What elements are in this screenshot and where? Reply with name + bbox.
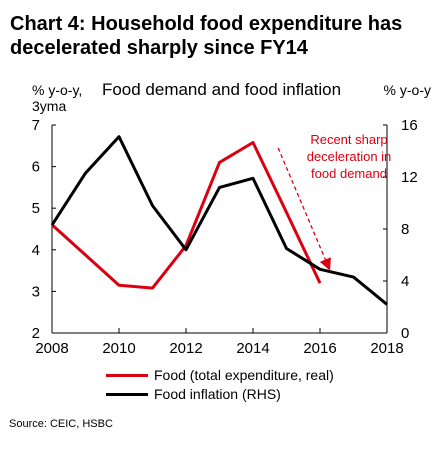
annotation-line1: Recent sharp (310, 132, 388, 147)
legend-label-food: Food (total expenditure, real) (154, 367, 334, 383)
left-tick-label: 5 (32, 200, 40, 217)
annotation-line2: deceleration in (306, 149, 392, 164)
legend: Food (total expenditure, real) Food infl… (106, 366, 334, 404)
legend-swatch-food (106, 374, 148, 377)
annotation-arrow-line (277, 147, 331, 271)
legend-item-inflation: Food inflation (RHS) (106, 385, 334, 404)
right-axis-unit: % y-o-y (383, 82, 431, 98)
right-tick-label: 8 (401, 221, 409, 238)
left-tick-label: 7 (32, 117, 40, 134)
left-tick-label: 2 (32, 325, 40, 342)
right-tick-label: 0 (401, 325, 409, 342)
source-note: Source: CEIC, HSBC (9, 418, 113, 430)
right-tick-label: 12 (401, 169, 418, 186)
left-axis-unit: % y-o-y, 3yma (32, 82, 82, 114)
left-tick-label: 3 (32, 283, 40, 300)
chart-subtitle-text: Food demand and food inflation (101, 80, 342, 99)
left-axis-unit-line2: 3yma (32, 98, 67, 114)
legend-item-food: Food (total expenditure, real) (106, 366, 334, 385)
annotation-text: Recent sharp deceleration in food demand (294, 131, 404, 182)
annotation-line3: food demand (311, 166, 387, 181)
chart-subtitle: Food demand and food inflation (0, 80, 439, 100)
x-tick-label: 2016 (303, 340, 336, 357)
right-tick-label: 16 (401, 117, 418, 134)
x-tick-label: 2008 (35, 340, 68, 357)
legend-label-inflation: Food inflation (RHS) (154, 386, 281, 402)
chart-title-line2: decelerated sharply since FY14 (10, 37, 308, 59)
chart-title-line1: Chart 4: Household food expenditure has (10, 13, 403, 35)
left-axis-unit-line1: % y-o-y, (32, 82, 83, 98)
x-tick-label: 2010 (102, 340, 135, 357)
legend-swatch-inflation (106, 393, 148, 396)
chart-title: Chart 4: Household food expenditure has … (10, 12, 435, 60)
x-tick-label: 2014 (236, 340, 269, 357)
x-tick-label: 2018 (370, 340, 403, 357)
annotation-arrow-head (319, 257, 331, 271)
left-tick-label: 4 (32, 242, 40, 259)
series-line-food (50, 141, 322, 290)
series-line-inflation (50, 135, 388, 306)
x-tick-label: 2012 (169, 340, 202, 357)
left-tick-label: 6 (32, 159, 40, 176)
right-tick-label: 4 (401, 273, 409, 290)
